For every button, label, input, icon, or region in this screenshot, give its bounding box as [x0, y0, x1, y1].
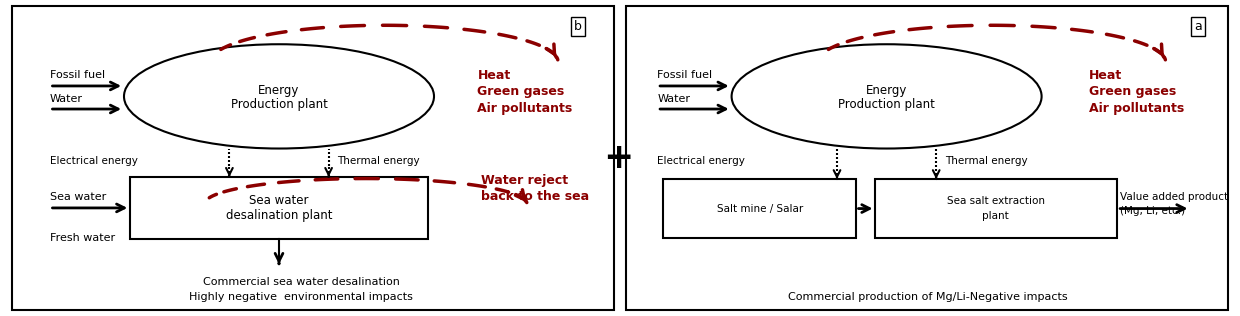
Text: Water: Water [50, 94, 83, 104]
Text: Sea water: Sea water [249, 194, 309, 207]
Text: Fresh water: Fresh water [50, 233, 115, 243]
Text: Fossil fuel: Fossil fuel [50, 70, 104, 80]
Text: Green gases: Green gases [477, 85, 564, 98]
Text: Thermal energy: Thermal energy [945, 155, 1028, 166]
Text: Water: Water [657, 94, 691, 104]
Text: Heat: Heat [477, 69, 511, 82]
Text: a: a [1194, 20, 1202, 33]
Text: Energy: Energy [866, 83, 908, 97]
Text: Sea water: Sea water [50, 191, 105, 202]
Text: Highly negative  environmental impacts: Highly negative environmental impacts [190, 292, 413, 302]
Text: Heat: Heat [1089, 69, 1122, 82]
Text: Energy: Energy [258, 83, 300, 97]
FancyBboxPatch shape [875, 179, 1117, 238]
Text: Production plant: Production plant [838, 98, 935, 111]
Text: Sea salt extraction: Sea salt extraction [946, 196, 1045, 206]
FancyBboxPatch shape [626, 6, 1228, 310]
FancyBboxPatch shape [12, 6, 614, 310]
Text: Commercial sea water desalination: Commercial sea water desalination [203, 277, 399, 287]
Text: Green gases: Green gases [1089, 85, 1176, 98]
Text: Value added product: Value added product [1120, 191, 1228, 202]
Text: plant: plant [982, 210, 1009, 221]
Text: Thermal energy: Thermal energy [337, 155, 420, 166]
Text: +: + [604, 141, 634, 175]
Text: back to the sea: back to the sea [481, 190, 589, 203]
Text: desalination plant: desalination plant [226, 209, 332, 222]
Text: Fossil fuel: Fossil fuel [657, 70, 712, 80]
Text: Salt mine / Salar: Salt mine / Salar [717, 204, 804, 214]
Ellipse shape [124, 44, 434, 149]
Text: Electrical energy: Electrical energy [657, 155, 745, 166]
Text: (Mg, Li, etc.): (Mg, Li, etc.) [1120, 206, 1185, 216]
Text: Air pollutants: Air pollutants [477, 101, 573, 115]
FancyBboxPatch shape [663, 179, 856, 238]
Text: Production plant: Production plant [231, 98, 327, 111]
Text: Electrical energy: Electrical energy [50, 155, 138, 166]
Text: Commercial production of Mg/Li-Negative impacts: Commercial production of Mg/Li-Negative … [787, 292, 1068, 302]
Text: Water reject: Water reject [481, 173, 568, 187]
FancyBboxPatch shape [130, 177, 428, 239]
Text: Air pollutants: Air pollutants [1089, 101, 1184, 115]
Text: b: b [574, 20, 582, 33]
Ellipse shape [732, 44, 1042, 149]
